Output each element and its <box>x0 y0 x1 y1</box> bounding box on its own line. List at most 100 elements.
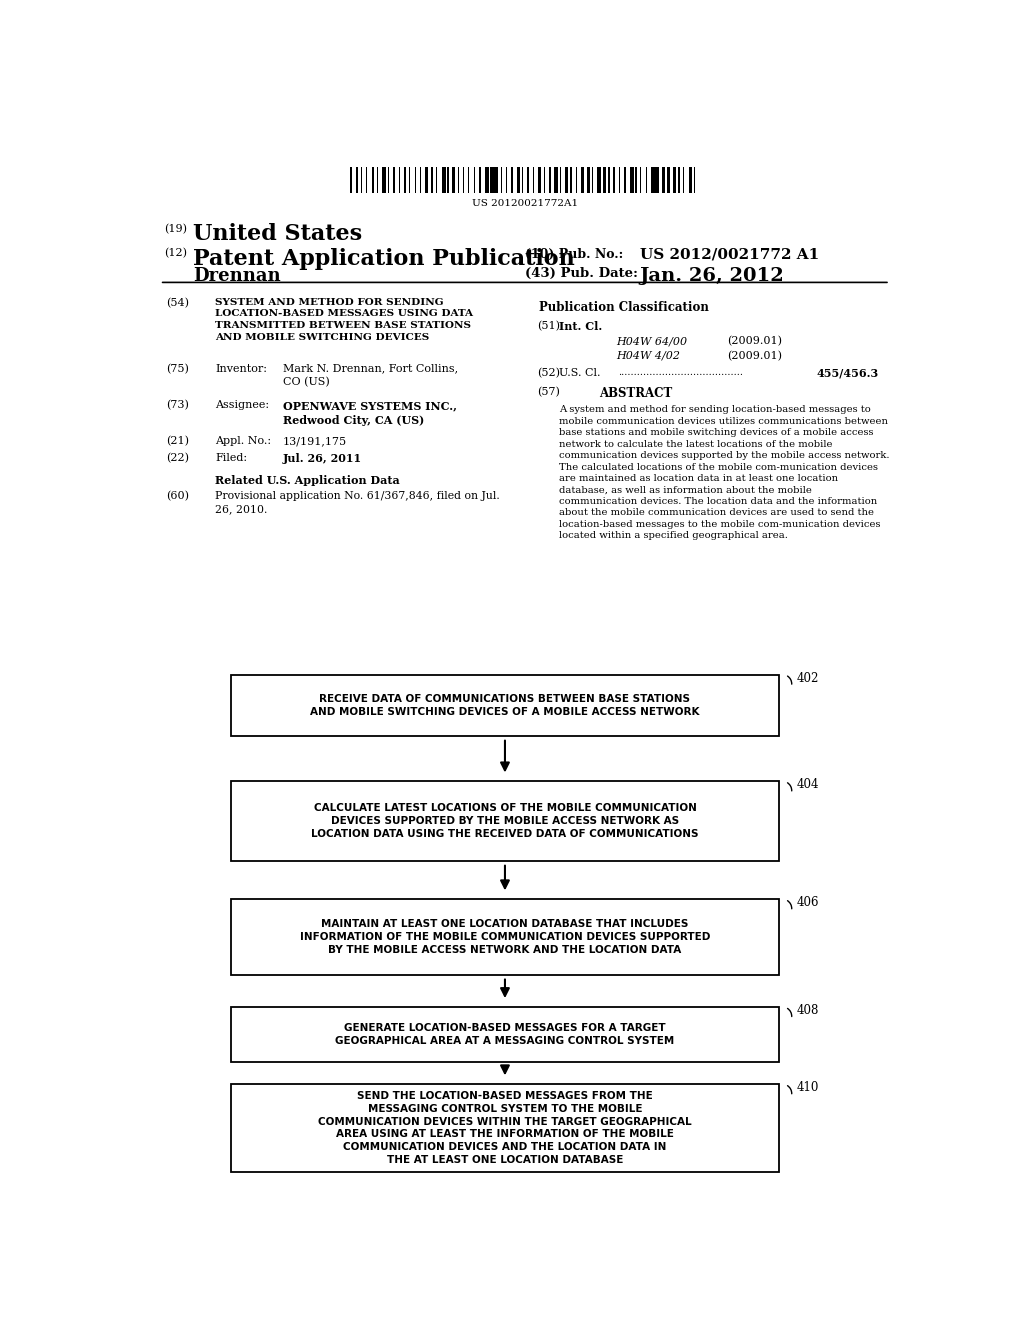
Text: ........................................: ........................................ <box>618 368 743 376</box>
Text: Inventor:: Inventor: <box>215 364 267 374</box>
Text: Appl. No.:: Appl. No.: <box>215 436 271 446</box>
Bar <box>630 166 635 193</box>
Text: 408: 408 <box>797 1005 818 1016</box>
Text: (51): (51) <box>537 321 560 331</box>
Text: (60): (60) <box>166 491 189 502</box>
Text: (10) Pub. No.:: (10) Pub. No.: <box>524 248 623 261</box>
Bar <box>527 166 528 193</box>
Bar <box>640 166 641 193</box>
Text: GENERATE LOCATION-BASED MESSAGES FOR A TARGET
GEOGRAPHICAL AREA AT A MESSAGING C: GENERATE LOCATION-BASED MESSAGES FOR A T… <box>335 1023 675 1045</box>
Bar <box>403 166 407 193</box>
Bar <box>496 166 498 193</box>
Bar <box>355 166 358 193</box>
Bar <box>479 166 480 193</box>
Bar <box>517 166 520 193</box>
Bar <box>539 166 542 193</box>
Text: (57): (57) <box>537 387 559 397</box>
Text: 455/456.3: 455/456.3 <box>817 368 879 379</box>
Text: OPENWAVE SYSTEMS INC.,
Redwood City, CA (US): OPENWAVE SYSTEMS INC., Redwood City, CA … <box>283 400 457 426</box>
Bar <box>484 166 489 193</box>
Bar <box>603 166 606 193</box>
Bar <box>532 166 534 193</box>
Bar <box>446 166 449 193</box>
Text: SYSTEM AND METHOD FOR SENDING
LOCATION-BASED MESSAGES USING DATA
TRANSMITTED BET: SYSTEM AND METHOD FOR SENDING LOCATION-B… <box>215 297 473 342</box>
Bar <box>393 166 395 193</box>
Bar <box>453 166 455 193</box>
Text: A system and method for sending location-based messages to
mobile communication : A system and method for sending location… <box>559 405 890 540</box>
Bar <box>549 166 551 193</box>
Bar <box>625 166 626 193</box>
Bar <box>474 166 475 193</box>
Text: Patent Application Publication: Patent Application Publication <box>194 248 574 269</box>
Text: U.S. Cl.: U.S. Cl. <box>559 368 600 378</box>
Text: Filed:: Filed: <box>215 453 248 463</box>
Text: (75): (75) <box>166 364 189 374</box>
Bar <box>668 166 671 193</box>
Bar <box>441 166 446 193</box>
Text: (2009.01): (2009.01) <box>727 351 782 360</box>
Bar <box>560 166 561 193</box>
Bar <box>570 166 572 193</box>
Bar <box>420 166 421 193</box>
Bar <box>501 166 502 193</box>
Text: (73): (73) <box>166 400 189 411</box>
Bar <box>382 166 386 193</box>
Text: (54): (54) <box>166 297 189 308</box>
Bar <box>425 166 428 193</box>
Bar <box>436 166 437 193</box>
Bar <box>367 166 368 193</box>
Bar <box>678 166 680 193</box>
Bar <box>608 166 609 193</box>
Bar <box>468 166 469 193</box>
Bar <box>506 166 507 193</box>
Bar <box>231 899 778 974</box>
Bar <box>582 166 584 193</box>
Bar <box>635 166 637 193</box>
Text: Jan. 26, 2012: Jan. 26, 2012 <box>640 267 784 285</box>
Text: CALCULATE LATEST LOCATIONS OF THE MOBILE COMMUNICATION
DEVICES SUPPORTED BY THE : CALCULATE LATEST LOCATIONS OF THE MOBILE… <box>311 804 698 840</box>
Bar <box>489 166 495 193</box>
Bar <box>388 166 389 193</box>
Text: (52): (52) <box>537 368 560 378</box>
Bar <box>575 166 578 193</box>
Bar <box>544 166 545 193</box>
Text: (22): (22) <box>166 453 189 463</box>
Text: SEND THE LOCATION-BASED MESSAGES FROM THE
MESSAGING CONTROL SYSTEM TO THE MOBILE: SEND THE LOCATION-BASED MESSAGES FROM TH… <box>318 1092 692 1166</box>
Text: 404: 404 <box>797 779 819 792</box>
Bar <box>360 166 362 193</box>
Bar <box>231 1007 778 1063</box>
Bar <box>415 166 417 193</box>
Text: 410: 410 <box>797 1081 818 1094</box>
Text: US 20120021772A1: US 20120021772A1 <box>472 199 578 209</box>
Bar <box>398 166 400 193</box>
Text: (21): (21) <box>166 436 189 446</box>
Text: (43) Pub. Date:: (43) Pub. Date: <box>524 267 638 280</box>
Bar <box>683 166 684 193</box>
Text: Related U.S. Application Data: Related U.S. Application Data <box>215 474 400 486</box>
Bar <box>651 166 656 193</box>
Text: MAINTAIN AT LEAST ONE LOCATION DATABASE THAT INCLUDES
INFORMATION OF THE MOBILE : MAINTAIN AT LEAST ONE LOCATION DATABASE … <box>300 919 711 954</box>
Text: Assignee:: Assignee: <box>215 400 269 411</box>
Bar <box>662 166 665 193</box>
Text: (19): (19) <box>164 223 186 234</box>
Bar <box>618 166 620 193</box>
Bar <box>431 166 433 193</box>
Text: Mark N. Drennan, Fort Collins,
CO (US): Mark N. Drennan, Fort Collins, CO (US) <box>283 364 458 387</box>
Text: H04W 64/00: H04W 64/00 <box>616 337 687 346</box>
Text: Provisional application No. 61/367,846, filed on Jul.
26, 2010.: Provisional application No. 61/367,846, … <box>215 491 500 513</box>
Bar <box>646 166 647 193</box>
Bar <box>613 166 614 193</box>
Bar <box>372 166 374 193</box>
Bar <box>231 675 778 735</box>
Bar <box>350 166 352 193</box>
Text: (2009.01): (2009.01) <box>727 337 782 347</box>
Bar <box>377 166 378 193</box>
Bar <box>689 166 692 193</box>
Bar <box>592 166 593 193</box>
Bar <box>565 166 568 193</box>
Text: Jul. 26, 2011: Jul. 26, 2011 <box>283 453 361 465</box>
Bar <box>511 166 513 193</box>
Bar <box>656 166 658 193</box>
Bar <box>458 166 459 193</box>
Bar <box>673 166 676 193</box>
